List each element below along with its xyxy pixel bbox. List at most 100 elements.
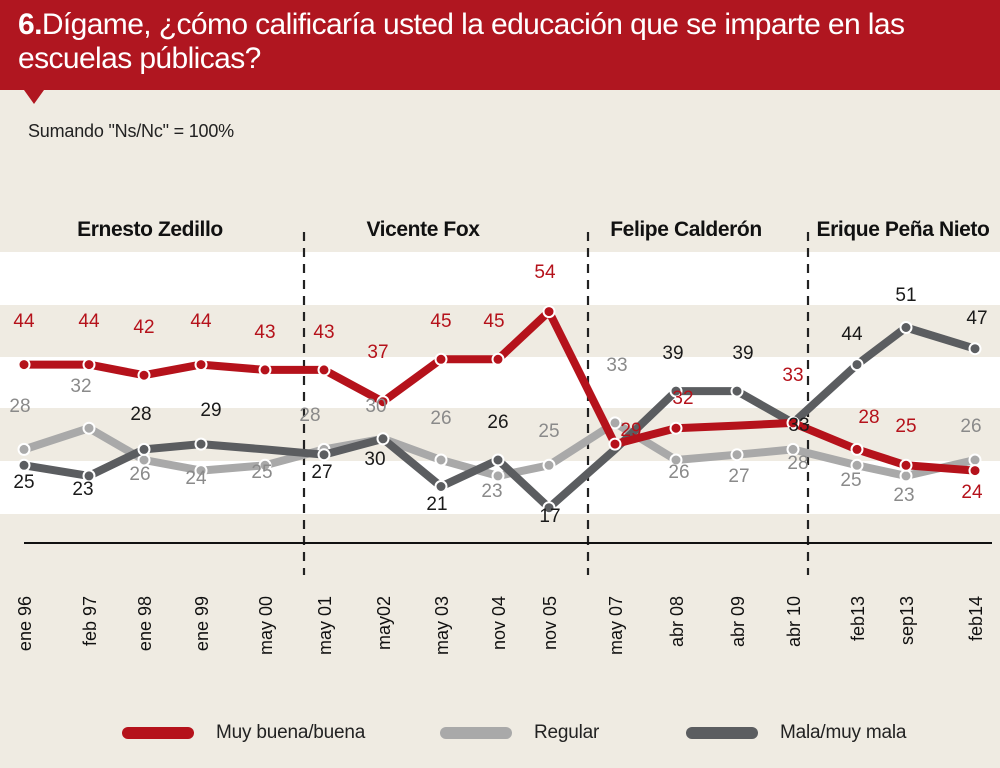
data-point-mala [17, 458, 31, 472]
data-label-regular: 23 [481, 481, 502, 502]
question-number: 6. [18, 8, 42, 41]
data-point-muy-buena [137, 368, 151, 382]
x-tick-label: abr 09 [728, 596, 748, 647]
data-point-regular [82, 421, 96, 435]
data-point-regular [434, 453, 448, 467]
data-label-regular: 26 [668, 462, 689, 483]
data-label-mala: 51 [895, 285, 916, 306]
data-point-mala [376, 432, 390, 446]
data-point-mala [669, 384, 683, 398]
data-label-mala: 25 [13, 472, 34, 493]
data-label-muy-buena: 37 [367, 342, 388, 363]
data-point-mala [491, 453, 505, 467]
data-point-mala [850, 358, 864, 372]
x-tick-label: nov 04 [489, 596, 509, 650]
data-label-mala: 27 [311, 462, 332, 483]
data-label-muy-buena: 42 [133, 317, 154, 338]
data-point-muy-buena [194, 358, 208, 372]
data-point-mala [899, 321, 913, 334]
data-label-muy-buena: 29 [620, 420, 641, 441]
x-tick-label: sep13 [897, 596, 917, 645]
data-point-mala [137, 442, 151, 456]
data-label-muy-buena: 43 [313, 322, 334, 343]
data-label-mala: 30 [364, 449, 385, 470]
question-text: Dígame, ¿cómo calificaría usted la educa… [18, 8, 905, 75]
data-label-muy-buena: 45 [430, 311, 451, 332]
data-label-muy-buena: 44 [13, 311, 35, 332]
x-tick-label: may 03 [432, 596, 452, 655]
legend-swatch-mala [686, 727, 758, 739]
data-point-muy-buena [491, 352, 505, 366]
data-label-regular: 28 [9, 396, 30, 417]
band [0, 252, 1000, 305]
data-label-mala: 44 [841, 324, 863, 345]
data-label-mala: 33 [788, 415, 809, 436]
data-label-regular: 27 [728, 466, 749, 487]
data-label-mala: 23 [72, 479, 93, 500]
data-point-mala [317, 448, 331, 462]
data-label-regular: 28 [787, 453, 808, 474]
data-label-regular: 26 [129, 464, 150, 485]
legend: Muy buena/buena Regular Mala/muy mala [0, 722, 1000, 752]
data-label-mala: 26 [487, 412, 508, 433]
data-point-muy-buena [542, 305, 556, 319]
data-label-mala: 39 [662, 343, 683, 364]
x-tick-label: ene 98 [135, 596, 155, 651]
header-bar: 6.Dígame, ¿cómo calificaría usted la edu… [0, 0, 1000, 90]
x-tick-label: may 00 [256, 596, 276, 655]
data-label-muy-buena: 32 [672, 388, 693, 409]
x-tick-label: may 07 [606, 596, 626, 655]
data-point-muy-buena [786, 416, 800, 430]
x-tick-label: feb13 [848, 596, 868, 641]
data-label-muy-buena: 54 [534, 262, 556, 283]
data-point-mala [968, 342, 982, 356]
data-point-muy-buena [434, 352, 448, 366]
data-point-muy-buena [376, 395, 390, 409]
x-tick-label: nov 05 [540, 596, 560, 650]
data-label-mala: 47 [966, 308, 987, 329]
data-point-muy-buena [669, 421, 683, 435]
data-point-regular [17, 442, 31, 456]
data-point-regular [786, 442, 800, 456]
data-point-regular [730, 448, 744, 462]
data-point-mala [542, 501, 556, 515]
data-point-regular [194, 464, 208, 478]
data-label-muy-buena: 43 [254, 322, 275, 343]
data-label-muy-buena: 45 [483, 311, 504, 332]
legend-label: Mala/muy mala [780, 722, 907, 743]
x-tick-label: abr 10 [784, 596, 804, 647]
data-point-muy-buena [17, 358, 31, 372]
data-point-muy-buena [608, 437, 622, 451]
x-tick-label: may02 [374, 596, 394, 650]
data-label-regular: 28 [299, 405, 320, 426]
data-point-regular [608, 416, 622, 430]
data-label-mala: 39 [732, 343, 753, 364]
data-point-muy-buena [258, 363, 272, 377]
x-tick-label: feb 97 [80, 596, 100, 646]
period-label: Felipe Calderón [610, 218, 762, 241]
data-point-muy-buena [82, 358, 96, 372]
data-label-regular: 30 [365, 396, 386, 417]
data-label-regular: 26 [430, 408, 451, 429]
data-label-mala: 29 [200, 400, 221, 421]
header-pointer [24, 90, 44, 104]
x-tick-label: feb14 [966, 596, 986, 641]
data-point-regular [258, 458, 272, 472]
data-label-muy-buena: 25 [895, 416, 916, 437]
x-tick-label: abr 08 [667, 596, 687, 647]
data-point-regular [850, 458, 864, 472]
data-label-regular: 25 [538, 421, 559, 442]
legend-item-mala: Mala/muy mala [686, 722, 906, 744]
data-label-mala: 21 [426, 494, 447, 515]
data-label-regular: 25 [251, 462, 272, 483]
data-label-muy-buena: 28 [858, 407, 879, 428]
data-label-mala: 28 [130, 404, 151, 425]
data-point-regular [491, 469, 505, 483]
data-label-regular: 33 [606, 355, 627, 376]
data-label-muy-buena: 33 [782, 365, 803, 386]
x-tick-label: ene 99 [192, 596, 212, 651]
data-point-regular [968, 453, 982, 467]
chart-title: 6.Dígame, ¿cómo calificaría usted la edu… [18, 8, 978, 76]
data-point-regular [899, 469, 913, 483]
